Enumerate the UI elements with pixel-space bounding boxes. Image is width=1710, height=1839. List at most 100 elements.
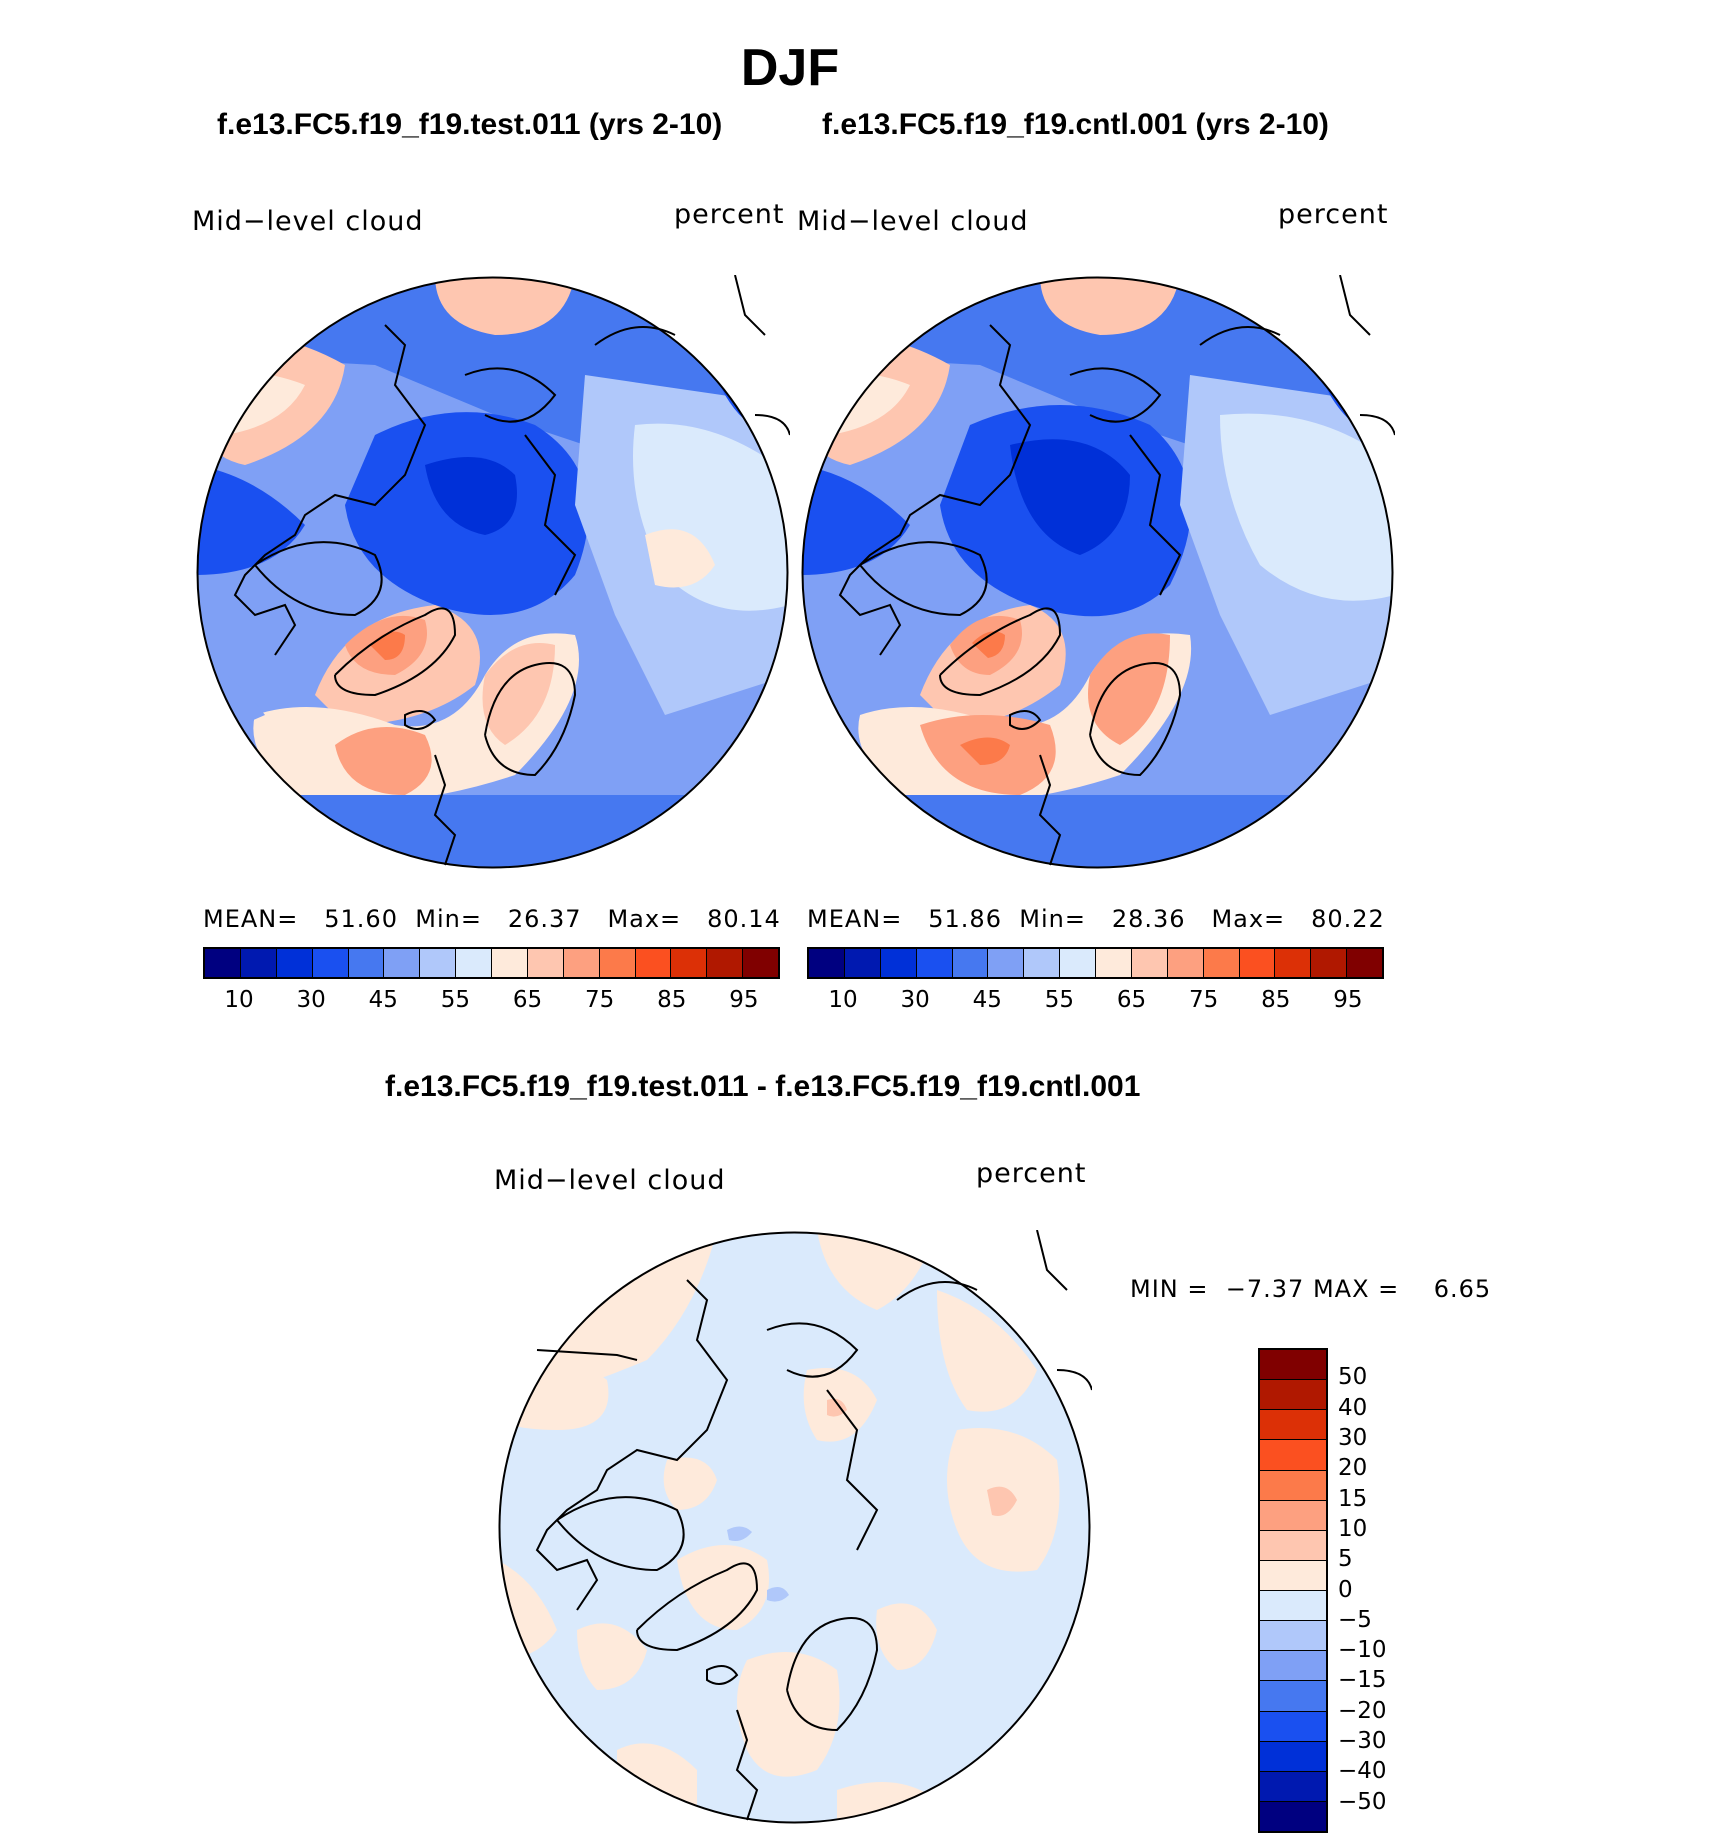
cntl-min-value: 28.36 [1111, 905, 1186, 933]
cntl-colorbar [807, 947, 1384, 979]
colorbar-tick-label: 75 [1189, 987, 1219, 1013]
cntl-min-label: Min= [1019, 905, 1086, 933]
colorbar-tick-label: 0 [1338, 1576, 1353, 1603]
diff-units-label: percent [976, 1158, 1087, 1189]
colorbar-tick-label: 55 [1044, 987, 1075, 1013]
colorbar-box [348, 949, 385, 977]
colorbar-tick-label: 30 [900, 987, 930, 1013]
cntl-stats: MEAN= 51.86 Min= 28.36 Max= 80.22 [807, 905, 1385, 933]
colorbar-box [743, 949, 778, 977]
colorbar-box [1203, 949, 1240, 977]
colorbar-tick-label: −10 [1338, 1637, 1387, 1664]
colorbar-tick-label: 45 [972, 987, 1002, 1013]
colorbar-box [1260, 1470, 1326, 1501]
colorbar-box [635, 949, 672, 977]
colorbar-box [527, 949, 564, 977]
test-max-label: Max= [607, 905, 682, 933]
colorbar-tick-label: 45 [368, 987, 398, 1013]
colorbar-box [1096, 949, 1132, 977]
colorbar-box [1260, 1801, 1326, 1831]
colorbar-tick-label: −5 [1338, 1606, 1372, 1633]
colorbar-box [1024, 949, 1061, 977]
colorbar-box [1260, 1380, 1326, 1411]
diff-stats: MIN = −7.37 MAX = 6.65 [1130, 1275, 1491, 1303]
diff-max-value: 6.65 [1433, 1275, 1492, 1303]
colorbar-box [1260, 1530, 1326, 1561]
colorbar-box [1260, 1711, 1326, 1742]
colorbar-box [809, 949, 845, 977]
colorbar-box [492, 949, 528, 977]
colorbar-tick-label: 30 [296, 987, 326, 1013]
colorbar-box [1260, 1621, 1326, 1652]
colorbar-box [276, 949, 313, 977]
colorbar-tick-label: 95 [729, 987, 759, 1013]
test-case-title: f.e13.FC5.f19_f19.test.011 (yrs 2-10) [217, 108, 723, 141]
test-max-value: 80.14 [707, 905, 781, 933]
colorbar-tick-label: 15 [1338, 1485, 1368, 1512]
test-variable-label: Mid−level cloud [192, 206, 424, 237]
colorbar-tick-label: 85 [657, 987, 687, 1013]
test-mean-value: 51.60 [324, 905, 398, 933]
colorbar-box [880, 949, 917, 977]
colorbar-box [205, 949, 241, 977]
colorbar-box [988, 949, 1025, 977]
diff-min-label: MIN = [1130, 1275, 1209, 1303]
colorbar-tick-label: −15 [1338, 1667, 1387, 1694]
colorbar-box [844, 949, 881, 977]
colorbar-box [1260, 1651, 1326, 1682]
cntl-variable-label: Mid−level cloud [797, 206, 1029, 237]
cntl-polar-map [801, 275, 1395, 869]
colorbar-box [1260, 1440, 1326, 1471]
colorbar-box [599, 949, 636, 977]
colorbar-box [707, 949, 744, 977]
colorbar-box [384, 949, 421, 977]
cntl-units-label: percent [1278, 199, 1389, 230]
colorbar-box [916, 949, 953, 977]
cntl-max-label: Max= [1211, 905, 1286, 933]
colorbar-tick-label: 40 [1338, 1394, 1368, 1421]
colorbar-box [671, 949, 708, 977]
figure-title-season: DJF [740, 39, 840, 97]
diff-polar-map [498, 1230, 1092, 1824]
colorbar-tick-label: 30 [1338, 1424, 1368, 1451]
colorbar-tick-label: 10 [224, 987, 254, 1013]
test-stats: MEAN= 51.60 Min= 26.37 Max= 80.14 [203, 905, 781, 933]
colorbar-box [563, 949, 600, 977]
colorbar-box [1275, 949, 1312, 977]
colorbar-tick-label: 50 [1338, 1364, 1368, 1391]
diff-variable-label: Mid−level cloud [494, 1165, 726, 1196]
colorbar-tick-label: −20 [1338, 1697, 1387, 1724]
colorbar-tick-label: −30 [1338, 1728, 1387, 1755]
colorbar-tick-label: 85 [1261, 987, 1291, 1013]
colorbar-box [1260, 1500, 1326, 1531]
colorbar-box [240, 949, 277, 977]
colorbar-box [1311, 949, 1348, 977]
test-units-label: percent [674, 199, 785, 230]
colorbar-box [1167, 949, 1204, 977]
diff-colorbar [1258, 1348, 1328, 1833]
cntl-case-title: f.e13.FC5.f19_f19.cntl.001 (yrs 2-10) [822, 108, 1329, 141]
colorbar-tick-label: 20 [1338, 1455, 1368, 1482]
colorbar-tick-label: −40 [1338, 1758, 1387, 1785]
colorbar-box [1239, 949, 1276, 977]
test-colorbar [203, 947, 780, 979]
diff-title: f.e13.FC5.f19_f19.test.011 - f.e13.FC5.f… [385, 1070, 1141, 1103]
colorbar-box [1347, 949, 1382, 977]
colorbar-tick-label: 75 [585, 987, 615, 1013]
colorbar-tick-label: 65 [512, 987, 543, 1013]
cntl-max-value: 80.22 [1311, 905, 1385, 933]
test-min-label: Min= [415, 905, 482, 933]
colorbar-box [1260, 1681, 1326, 1712]
colorbar-tick-label: 5 [1338, 1546, 1353, 1573]
colorbar-box [420, 949, 457, 977]
test-min-value: 26.37 [507, 905, 582, 933]
colorbar-box [456, 949, 492, 977]
cntl-mean-label: MEAN= [807, 905, 903, 933]
colorbar-tick-label: 10 [1338, 1515, 1368, 1542]
colorbar-box [1260, 1771, 1326, 1802]
colorbar-tick-label: 95 [1333, 987, 1363, 1013]
colorbar-box [1260, 1591, 1326, 1622]
colorbar-box [1260, 1741, 1326, 1772]
test-polar-map [196, 275, 790, 869]
colorbar-tick-label: −50 [1338, 1788, 1387, 1815]
